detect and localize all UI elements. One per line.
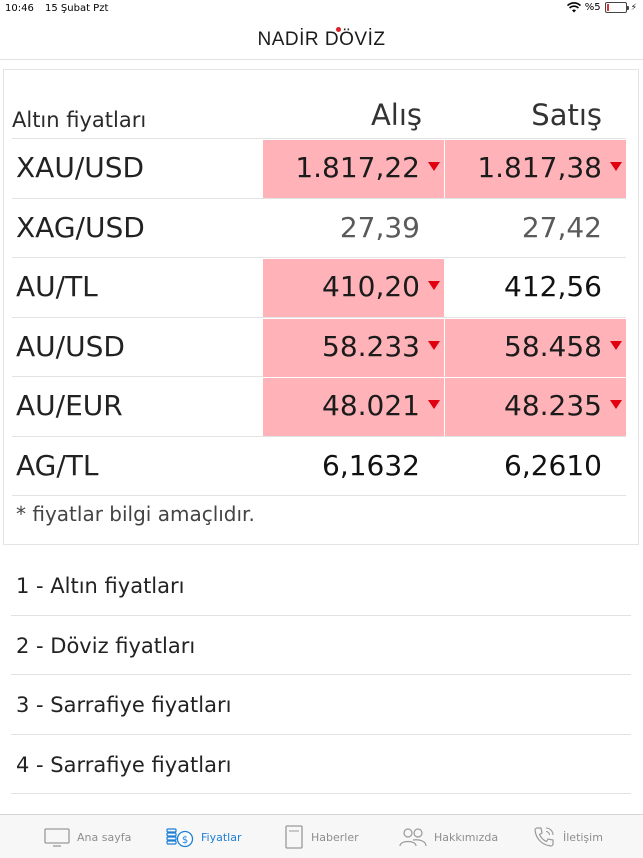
buy-price: 58.233: [322, 329, 420, 363]
disclaimer-note: * fiyatlar bilgi amaçlıdır.: [16, 502, 255, 526]
price-rows: XAU/USD 1.817,22 1.817,38 XAG/USD 27,39 27,42…: [12, 139, 626, 496]
buy-price-cell: 6,1632: [263, 438, 444, 496]
coins-icon: $: [166, 828, 194, 848]
sell-price: 1.817,38: [477, 151, 602, 184]
buy-price-cell: 27,39: [263, 200, 444, 258]
buy-price-cell: 58.233: [263, 318, 444, 377]
tab-bar: Ana sayfa $ Fiyatlar Haberler Hakkımızda: [0, 814, 643, 858]
category-menu: 1 - Altın fiyatları 2 - Döviz fiyatları …: [3, 556, 639, 794]
sell-price: 27,42: [521, 210, 602, 244]
down-arrow-icon: [428, 162, 440, 171]
status-time: 10:46: [5, 3, 34, 14]
instrument-name: AU/TL: [16, 270, 98, 303]
tab-news[interactable]: Haberler: [284, 815, 359, 858]
price-card: Altın fiyatları Alış Satış XAU/USD 1.817,…: [3, 69, 639, 545]
status-bar: 10:46 15 Şubat Pzt %5 ⚡: [0, 0, 643, 20]
instrument-name: XAU/USD: [16, 151, 145, 184]
tab-home[interactable]: Ana sayfa: [44, 815, 131, 858]
battery-percent: %5: [584, 2, 601, 13]
instrument-name: AU/USD: [16, 329, 125, 363]
sell-price-cell: 412,56: [445, 259, 626, 317]
newspaper-icon: [285, 825, 303, 849]
column-header-buy: Alış: [370, 98, 422, 132]
menu-item-gold[interactable]: 1 - Altın fiyatları: [11, 556, 631, 616]
down-arrow-icon: [610, 400, 622, 409]
instrument-name: AG/TL: [16, 448, 99, 482]
sell-price: 48.235: [504, 389, 602, 422]
down-arrow-icon: [428, 340, 440, 350]
table-header: Altın fiyatları Alış Satış: [12, 80, 626, 139]
battery-icon: [604, 2, 629, 13]
table-row: XAG/USD 27,39 27,42: [12, 199, 626, 258]
logo: NADİR DÖVİZ: [257, 26, 386, 51]
table-row: AU/EUR 48.021 48.235: [12, 377, 626, 437]
phone-icon: [534, 827, 554, 847]
buy-price: 6,1632: [322, 448, 420, 482]
status-date: 15 Şubat Pzt: [45, 3, 109, 14]
down-arrow-icon: [610, 162, 622, 171]
instrument-name: XAG/USD: [16, 210, 145, 244]
tab-prices[interactable]: $ Fiyatlar: [166, 815, 241, 858]
table-row: AU/USD 58.233 58.458: [12, 318, 626, 377]
tab-about[interactable]: Hakkımızda: [399, 815, 498, 858]
app-header: NADİR DÖVİZ: [0, 20, 643, 60]
down-arrow-icon: [428, 281, 440, 290]
sell-price: 58.458: [504, 329, 602, 363]
buy-price: 48.021: [322, 389, 420, 422]
sell-price-cell: 1.817,38: [445, 140, 626, 198]
logo-dot: [335, 26, 341, 32]
wifi-icon: [566, 2, 581, 13]
charging-icon: ⚡: [630, 2, 637, 13]
table-row: AU/TL 410,20 412,56: [12, 258, 626, 318]
down-arrow-icon: [610, 340, 622, 350]
people-icon: [399, 828, 427, 847]
buy-price: 27,39: [339, 210, 420, 244]
menu-item-coins-2[interactable]: 4 - Sarrafiye fiyatları: [11, 735, 631, 794]
menu-item-currency[interactable]: 2 - Döviz fiyatları: [11, 616, 631, 675]
svg-text:$: $: [182, 835, 188, 846]
sell-price: 412,56: [504, 270, 602, 303]
price-table: Altın fiyatları Alış Satış XAU/USD 1.817,…: [12, 80, 626, 496]
column-header-sell: Satış: [531, 98, 602, 132]
buy-price: 410,20: [322, 270, 420, 303]
instrument-name: AU/EUR: [16, 389, 123, 422]
buy-price-cell: 48.021: [263, 378, 444, 436]
sell-price-cell: 48.235: [445, 378, 626, 436]
down-arrow-icon: [428, 400, 440, 409]
table-row: XAU/USD 1.817,22 1.817,38: [12, 139, 626, 199]
sell-price-cell: 27,42: [445, 200, 626, 258]
logo-text: NADİR DÖVİZ: [257, 28, 386, 50]
sell-price: 6,2610: [504, 448, 602, 482]
sell-price-cell: 6,2610: [445, 438, 626, 496]
sell-price-cell: 58.458: [445, 318, 626, 377]
monitor-icon: [44, 828, 70, 847]
buy-price-cell: 1.817,22: [263, 140, 444, 198]
tab-contact[interactable]: İletişim: [532, 815, 603, 858]
buy-price-cell: 410,20: [263, 259, 444, 317]
buy-price: 1.817,22: [295, 151, 420, 184]
menu-item-coins-1[interactable]: 3 - Sarrafiye fiyatları: [11, 675, 631, 735]
table-title: Altın fiyatları: [12, 108, 147, 132]
table-row: AG/TL 6,1632 6,2610: [12, 437, 626, 496]
